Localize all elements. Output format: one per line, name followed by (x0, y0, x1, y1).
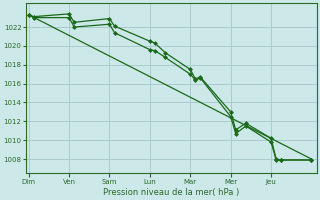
X-axis label: Pression niveau de la mer( hPa ): Pression niveau de la mer( hPa ) (103, 188, 239, 197)
